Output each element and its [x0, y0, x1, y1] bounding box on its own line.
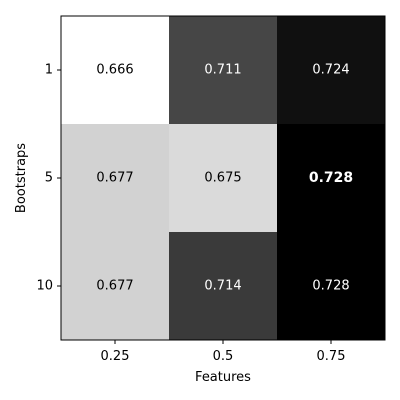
heatmap-cell — [277, 232, 385, 340]
cell-value-label: 0.724 — [312, 63, 349, 78]
y-tick-label: 5 — [45, 171, 53, 186]
x-axis-label: Features — [195, 370, 251, 385]
heatmap-cell-labels: 0.666 0.711 0.724 0.677 0.675 0.728 0.677 0.714… — [96, 63, 353, 294]
x-tick-label: 0.75 — [317, 349, 346, 364]
cell-value-label: 0.677 — [96, 171, 133, 186]
best-value-label: 0.728 — [309, 170, 353, 186]
cell-value-label: 0.675 — [204, 171, 241, 186]
heatmap-cell — [169, 124, 277, 232]
heatmap-cell — [61, 16, 169, 124]
x-axis-ticks: 0.25 0.5 0.75 — [101, 340, 346, 364]
heatmap-cell — [277, 124, 385, 232]
heatmap-cell — [61, 232, 169, 340]
cell-value-label: 0.714 — [204, 279, 241, 294]
y-axis-label: Bootstraps — [14, 143, 29, 213]
heatmap-cell — [169, 232, 277, 340]
cell-value-label: 0.728 — [312, 279, 349, 294]
x-tick-label: 0.25 — [101, 349, 130, 364]
cell-value-label: 0.677 — [96, 279, 133, 294]
cell-value-label: 0.711 — [204, 63, 241, 78]
cell-value-label: 0.666 — [96, 63, 133, 78]
heatmap-cell — [277, 16, 385, 124]
heatmap-cell — [61, 124, 169, 232]
y-tick-label: 10 — [36, 279, 53, 294]
x-tick-label: 0.5 — [213, 349, 234, 364]
heatmap-cell — [169, 16, 277, 124]
y-tick-label: 1 — [45, 63, 53, 78]
heatmap-cells — [61, 16, 385, 340]
